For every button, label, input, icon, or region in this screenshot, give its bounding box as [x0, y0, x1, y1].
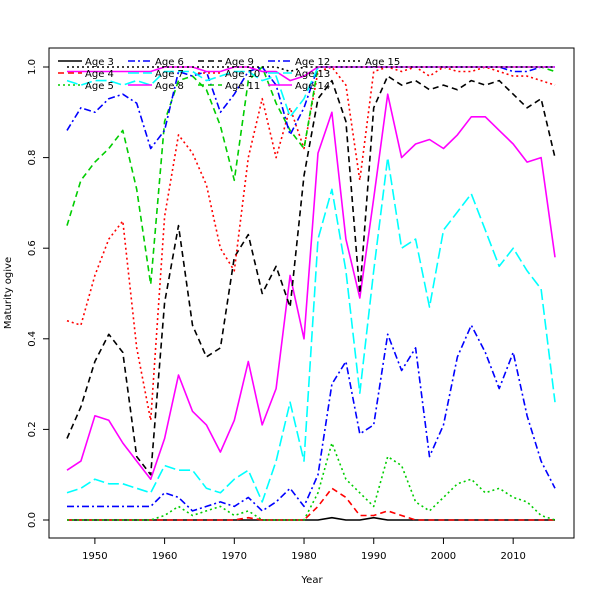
series-line-age-14	[67, 66, 555, 82]
y-axis-label: Maturity ogive	[3, 257, 14, 329]
legend-label: Age 12	[295, 57, 330, 68]
y-tick-label: 0.2	[27, 421, 38, 437]
legend-label: Age 11	[225, 81, 260, 92]
x-tick-label: 2010	[500, 551, 525, 562]
x-axis: 1950 1960 1970 1980 1990 2000 2010	[82, 538, 526, 562]
series-line-age-10	[66, 66, 556, 422]
series-line-age-5	[67, 442, 556, 521]
x-tick-label: 1960	[152, 551, 177, 562]
legend-label: Age 15	[365, 57, 400, 68]
legend-label: Age 10	[225, 69, 260, 80]
x-axis-label: Year	[300, 575, 323, 586]
x-tick-label: 1990	[361, 551, 386, 562]
x-tick-label: 1970	[222, 551, 247, 562]
y-tick-label: 0.8	[27, 150, 38, 166]
series-line-age-8	[66, 93, 556, 481]
series-line-age-6	[67, 324, 556, 512]
legend-label: Age 6	[155, 57, 184, 68]
legend-label: Age 7	[155, 69, 184, 80]
legend-label: Age 8	[155, 81, 184, 92]
series-line-age-7	[66, 156, 556, 503]
legend-label: Age 13	[295, 69, 330, 80]
y-tick-label: 0.6	[27, 240, 38, 256]
x-tick-label: 2000	[431, 551, 456, 562]
plot-frame	[48, 47, 575, 539]
x-tick-label: 1980	[291, 551, 316, 562]
series-line-age-9	[66, 75, 556, 476]
legend-label: Age 9	[225, 57, 254, 68]
series-line-age-15	[67, 66, 555, 73]
legend-label: Age 14	[295, 81, 330, 92]
series-line-age-4	[67, 487, 555, 521]
legend-label: Age 3	[85, 57, 114, 68]
legend-label: Age 4	[85, 69, 114, 80]
y-tick-label: 1.0	[27, 59, 38, 75]
y-axis: 0.0 0.2 0.4 0.6 0.8 1.0	[27, 59, 49, 528]
legend-label: Age 5	[85, 81, 114, 92]
series-layer	[66, 66, 556, 521]
y-tick-label: 0.4	[27, 331, 38, 347]
x-tick-label: 1950	[82, 551, 107, 562]
y-tick-label: 0.0	[27, 512, 38, 528]
